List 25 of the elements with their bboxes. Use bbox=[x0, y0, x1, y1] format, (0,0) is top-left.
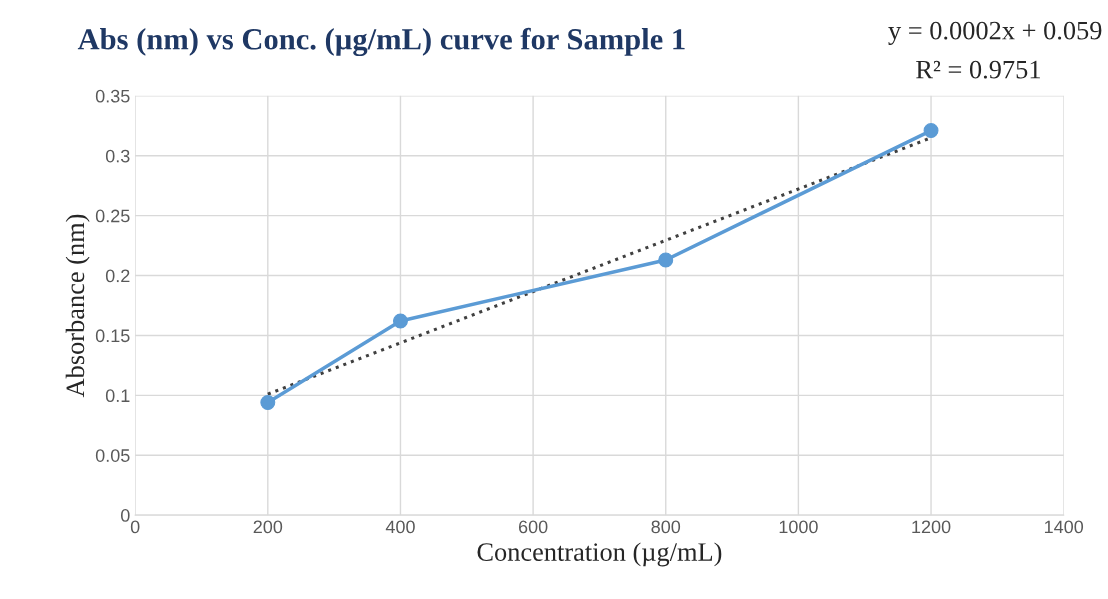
x-tick-label: 0 bbox=[130, 520, 140, 534]
y-tick-label: 0.15 bbox=[95, 329, 130, 343]
point bbox=[658, 252, 674, 268]
x-tick-label: 600 bbox=[518, 520, 548, 534]
point bbox=[260, 395, 276, 410]
y-axis-title: Absorbance (nm) bbox=[65, 214, 90, 398]
y-tick-label: 0 bbox=[120, 509, 130, 522]
point bbox=[923, 123, 939, 139]
y-tick-label: 0.3 bbox=[105, 149, 130, 163]
x-tick-label: 1200 bbox=[912, 520, 951, 534]
x-tick-label: 800 bbox=[651, 520, 681, 534]
y-tick-label: 0.1 bbox=[105, 389, 130, 403]
x-tick-label: 200 bbox=[253, 520, 283, 534]
y-tick-label: 0.2 bbox=[105, 269, 130, 283]
x-tick-label: 1400 bbox=[1044, 520, 1084, 534]
x-tick-label: 400 bbox=[385, 520, 415, 534]
point bbox=[393, 313, 408, 329]
y-tick-label: 0.25 bbox=[95, 209, 130, 223]
text: y = 0.0002x + 0.059 bbox=[888, 21, 1102, 45]
chart-title: Abs (nm) vs Conc. (µg/mL) curve for Sample 1 bbox=[77, 27, 685, 57]
x-axis-title: Concentration (µg/mL) bbox=[477, 542, 722, 567]
y-tick-label: 0.35 bbox=[95, 89, 130, 103]
y-tick-label: 0.05 bbox=[95, 449, 130, 462]
text: R² = 0.9751 bbox=[916, 60, 1040, 79]
x-tick-label: 1000 bbox=[779, 520, 818, 534]
